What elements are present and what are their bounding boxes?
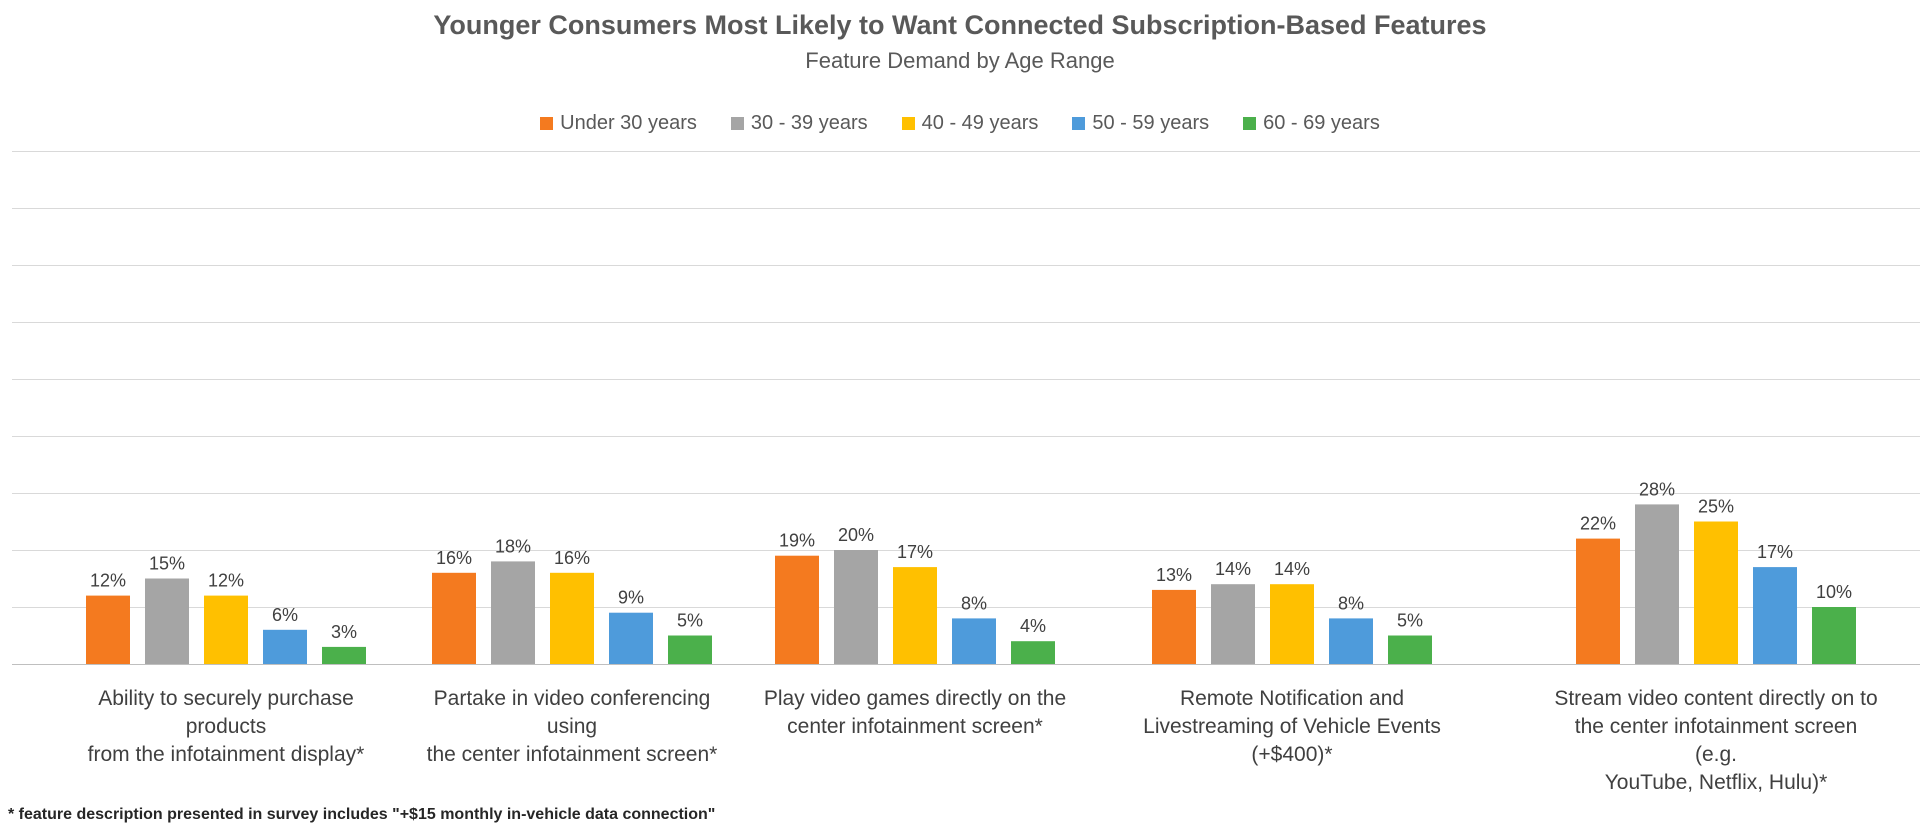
data-label: 17% (897, 542, 933, 562)
category-label-line: Ability to securely purchase products (98, 687, 354, 738)
bar (263, 629, 307, 664)
category-label: Ability to securely purchase products fro… (61, 685, 391, 769)
bar (1753, 567, 1797, 664)
data-label: 19% (779, 531, 815, 551)
legend-label: 40 - 49 years (921, 112, 1039, 134)
legend-label: 60 - 69 years (1263, 112, 1380, 134)
category-label-line: the center infotainment screen (e.g. (1574, 715, 1858, 766)
chart-legend: Under 30 years 30 - 39 years 40 - 49 years… (0, 112, 1920, 135)
data-label: 5% (677, 611, 703, 631)
bar (322, 646, 366, 664)
data-label: 22% (1580, 514, 1616, 534)
bar (952, 618, 996, 664)
data-label: 14% (1215, 559, 1251, 579)
bar (1270, 584, 1314, 664)
legend-label: 50 - 59 years (1092, 112, 1210, 134)
data-label: 15% (149, 554, 185, 574)
bar (550, 572, 594, 664)
bar (1152, 589, 1196, 664)
data-label: 17% (1757, 542, 1793, 562)
data-label: 5% (1397, 611, 1423, 631)
data-label: 8% (961, 593, 987, 613)
bar (1635, 504, 1679, 664)
category-label: Stream video content directly on to the c… (1551, 685, 1881, 797)
category-label-line: Stream video content directly on to (1554, 687, 1878, 710)
data-label: 16% (436, 548, 472, 568)
category-label-line: Remote Notification and (1179, 687, 1405, 710)
category-label: Play video games directly on the center i… (750, 685, 1080, 741)
data-label: 12% (90, 571, 126, 591)
bar (1576, 538, 1620, 664)
category-label-line: YouTube, Netflix, Hulu)* (1604, 771, 1828, 794)
bar (609, 612, 653, 664)
legend-swatch (901, 117, 915, 130)
data-label: 16% (554, 548, 590, 568)
bar (86, 595, 130, 664)
category-label-line: Livestreaming of Vehicle Events (1143, 715, 1441, 738)
chart-subtitle: Feature Demand by Age Range (805, 48, 1115, 73)
data-label: 14% (1274, 559, 1310, 579)
chart-footnote: * feature description presented in surve… (8, 806, 716, 823)
bar (491, 561, 535, 664)
category-label-line: (+$400)* (1251, 743, 1333, 766)
data-label: 6% (272, 605, 298, 625)
data-label: 8% (1338, 593, 1364, 613)
category-label-line: from the infotainment display* (87, 743, 365, 766)
bar (204, 595, 248, 664)
category-label-line: the center infotainment screen* (426, 743, 718, 766)
data-label: 28% (1639, 479, 1675, 499)
data-label: 4% (1020, 616, 1046, 636)
category-label: Partake in video conferencing using the c… (407, 685, 737, 769)
legend-item: 50 - 59 years (1072, 112, 1209, 135)
category-label: Remote Notification and Livestreaming of … (1127, 685, 1457, 769)
legend-swatch (1072, 117, 1086, 130)
data-label: 20% (838, 525, 874, 545)
legend-swatch (540, 117, 554, 130)
data-label: 3% (331, 622, 357, 642)
legend-swatch (1243, 117, 1257, 130)
bar (834, 550, 878, 664)
bar (432, 572, 476, 664)
bar (145, 578, 189, 664)
bar (1329, 618, 1373, 664)
data-label: 18% (495, 536, 531, 556)
legend-item: 60 - 69 years (1243, 112, 1380, 135)
bar (1211, 584, 1255, 664)
bar (893, 567, 937, 664)
legend-item: Under 30 years (540, 112, 697, 135)
data-label: 13% (1156, 565, 1192, 585)
category-label-line: center infotainment screen* (787, 715, 1043, 738)
legend-item: 40 - 49 years (901, 112, 1039, 135)
category-label-line: Play video games directly on the (763, 687, 1067, 710)
bar (1388, 635, 1432, 664)
legend-label: Under 30 years (560, 112, 697, 134)
legend-item: 30 - 39 years (730, 112, 868, 135)
bar (1694, 521, 1738, 664)
bar (1011, 641, 1055, 664)
bar (1812, 607, 1856, 664)
bar (775, 555, 819, 664)
legend-label: 30 - 39 years (750, 112, 868, 134)
data-label: 25% (1698, 497, 1734, 517)
data-label: 9% (618, 588, 644, 608)
data-label: 12% (208, 571, 244, 591)
chart-title: Younger Consumers Most Likely to Want Co… (433, 10, 1487, 40)
bar (668, 635, 712, 664)
category-label-line: Partake in video conferencing using (433, 687, 711, 738)
data-label: 10% (1816, 582, 1852, 602)
legend-swatch (730, 117, 744, 130)
